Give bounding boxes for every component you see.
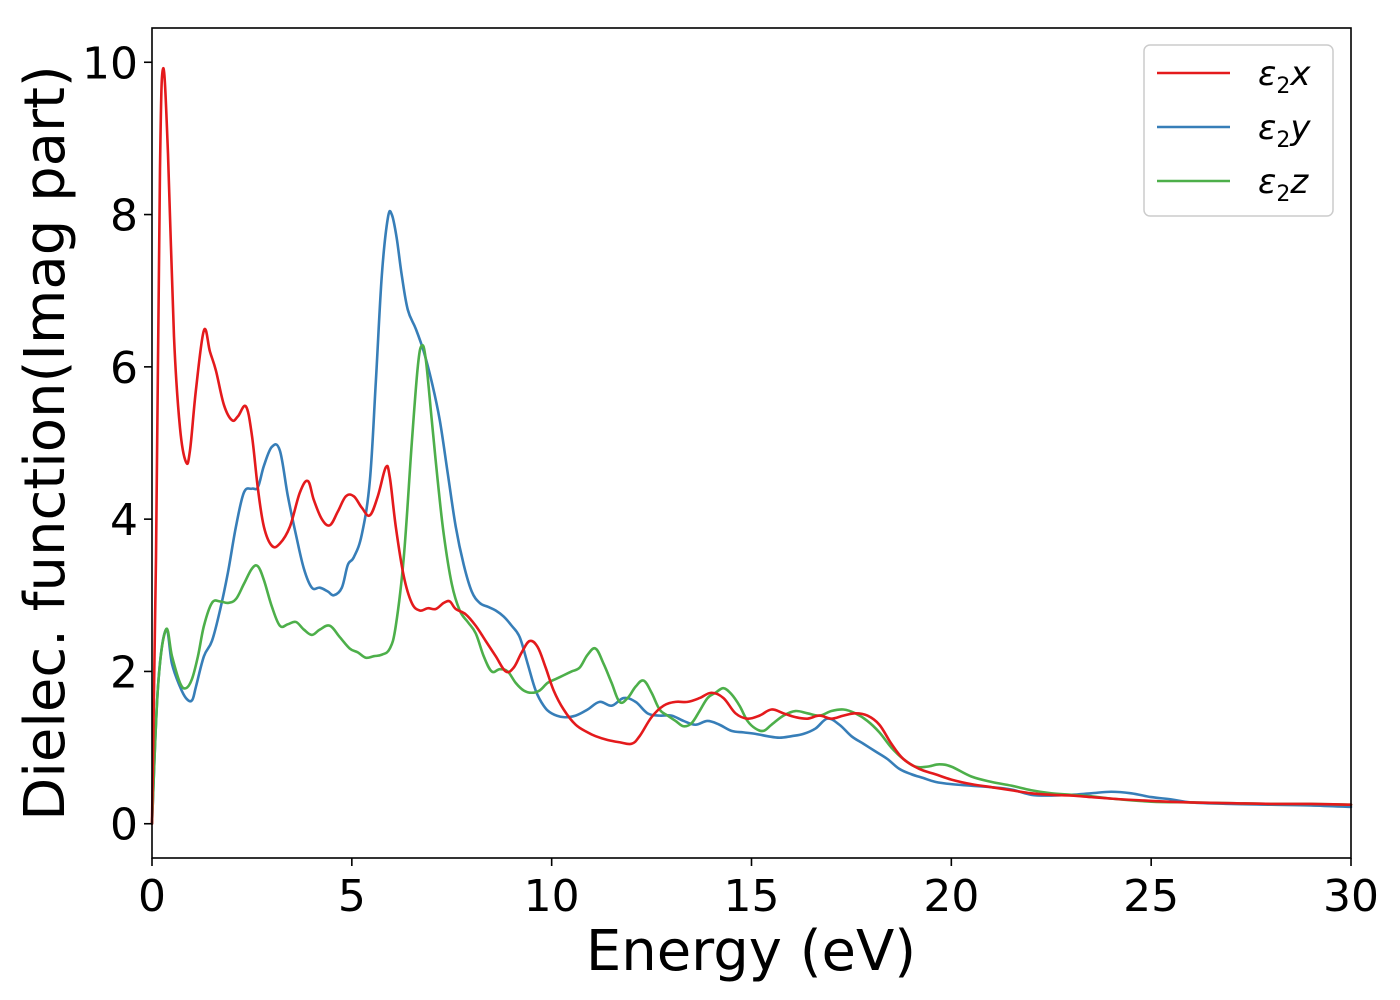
y-tick-label: 2 [110, 647, 138, 698]
legend-label-y: ε2y [1258, 108, 1311, 153]
series-line-x [150, 67, 1353, 826]
x-axis-label: Energy (eV) [586, 919, 916, 984]
x-tick-label: 5 [338, 871, 366, 922]
x-tick-label: 30 [1323, 871, 1379, 922]
x-axis: 0 5 10 15 20 25 30 [138, 858, 1379, 922]
x-tick-label: 10 [524, 871, 580, 922]
x-tick-label: 0 [138, 871, 166, 922]
y-axis: 0 2 4 6 8 10 [82, 38, 152, 851]
legend: ε2x ε2y ε2z [1143, 44, 1334, 217]
y-axis-label: Dielec. function(Imag part) [13, 65, 78, 821]
y-tick-label: 0 [110, 800, 138, 851]
y-tick-label: 8 [110, 191, 138, 242]
x-tick-label: 25 [1123, 871, 1179, 922]
series-lines [150, 67, 1353, 826]
series-line-y [150, 209, 1353, 826]
x-tick-label: 15 [724, 871, 780, 922]
legend-box [1143, 44, 1334, 217]
y-tick-label: 4 [110, 495, 138, 546]
y-tick-label: 6 [110, 343, 138, 394]
legend-label-z: ε2z [1258, 162, 1309, 207]
y-tick-label: 10 [82, 38, 138, 89]
legend-label-x: ε2x [1258, 54, 1311, 99]
x-tick-label: 20 [923, 871, 979, 922]
